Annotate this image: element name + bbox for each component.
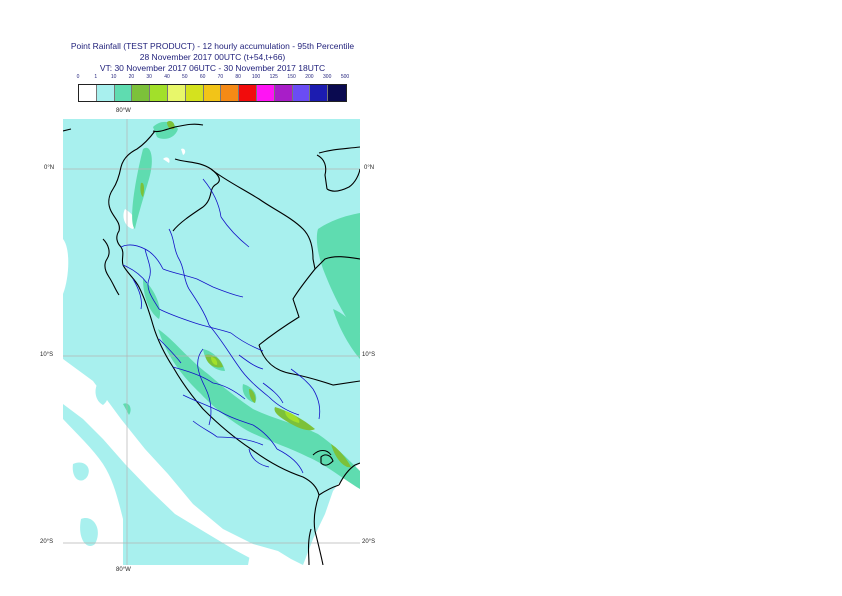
lon-label-top: 80°W [116,108,131,114]
legend-threshold-7: 60 [199,74,206,80]
legend-threshold-12: 150 [287,74,296,80]
lat-label-left-20s: 20°S [40,539,54,545]
legend-threshold-8: 70 [217,74,224,80]
legend-threshold-0: 0 [76,74,80,80]
map-title: Point Rainfall (TEST PRODUCT) - 12 hourl… [0,41,425,74]
legend-swatch-8 [221,85,240,101]
legend-swatch-14 [328,85,346,101]
legend-threshold-13: 200 [305,74,314,80]
legend-swatch-0 [79,85,97,101]
rainfall-map[interactable] [62,119,361,566]
legend-swatch-7 [203,85,222,101]
legend-swatch-2 [114,85,133,101]
legend-threshold-10: 100 [251,74,261,80]
lat-label-left-10s: 10°S [40,352,54,358]
legend-threshold-11: 125 [269,74,278,80]
legend-swatch-5 [167,85,186,101]
legend-swatch-9 [239,85,257,101]
color-legend: 0 1 10 20 30 40 50 60 70 80 100 125 150 200 300 500 [76,74,350,102]
lat-label-right-20s: 20°S [362,539,376,545]
legend-color-bar [78,84,347,102]
legend-threshold-3: 20 [128,74,135,80]
rain-30-40mm [211,357,300,423]
lat-label-right-0: 0°N [364,165,375,171]
legend-swatch-13 [310,85,329,101]
map-canvas [62,119,361,566]
legend-threshold-2: 10 [110,74,117,80]
legend-swatch-1 [96,85,115,101]
title-line-1: Point Rainfall (TEST PRODUCT) - 12 hourl… [70,41,355,51]
legend-swatch-6 [185,85,204,101]
legend-swatch-12 [292,85,311,101]
title-line-2: 28 November 2017 00UTC (t+54,t+66) [139,52,286,62]
legend-swatch-10 [256,85,275,101]
legend-threshold-6: 50 [182,74,188,80]
lon-label-bottom: 80°W [116,567,131,573]
region-boundaries [120,178,321,474]
legend-threshold-15: 500 [340,74,350,80]
legend-threshold-5: 40 [164,74,170,80]
rain-10-20mm [123,121,360,489]
legend-threshold-4: 30 [146,74,152,80]
lat-label-left-0: 0°N [44,165,55,171]
legend-threshold-1: 1 [94,74,98,80]
legend-swatch-3 [132,85,151,101]
legend-threshold-labels: 0 1 10 20 30 40 50 60 70 80 100 125 150 200 300 500 [76,74,350,84]
title-line-3: VT: 30 November 2017 06UTC - 30 November… [99,63,326,73]
legend-swatch-11 [274,85,293,101]
legend-threshold-9: 80 [235,74,241,80]
legend-swatch-4 [150,85,168,101]
legend-threshold-14: 300 [323,74,332,80]
lat-label-right-10s: 10°S [362,352,376,358]
